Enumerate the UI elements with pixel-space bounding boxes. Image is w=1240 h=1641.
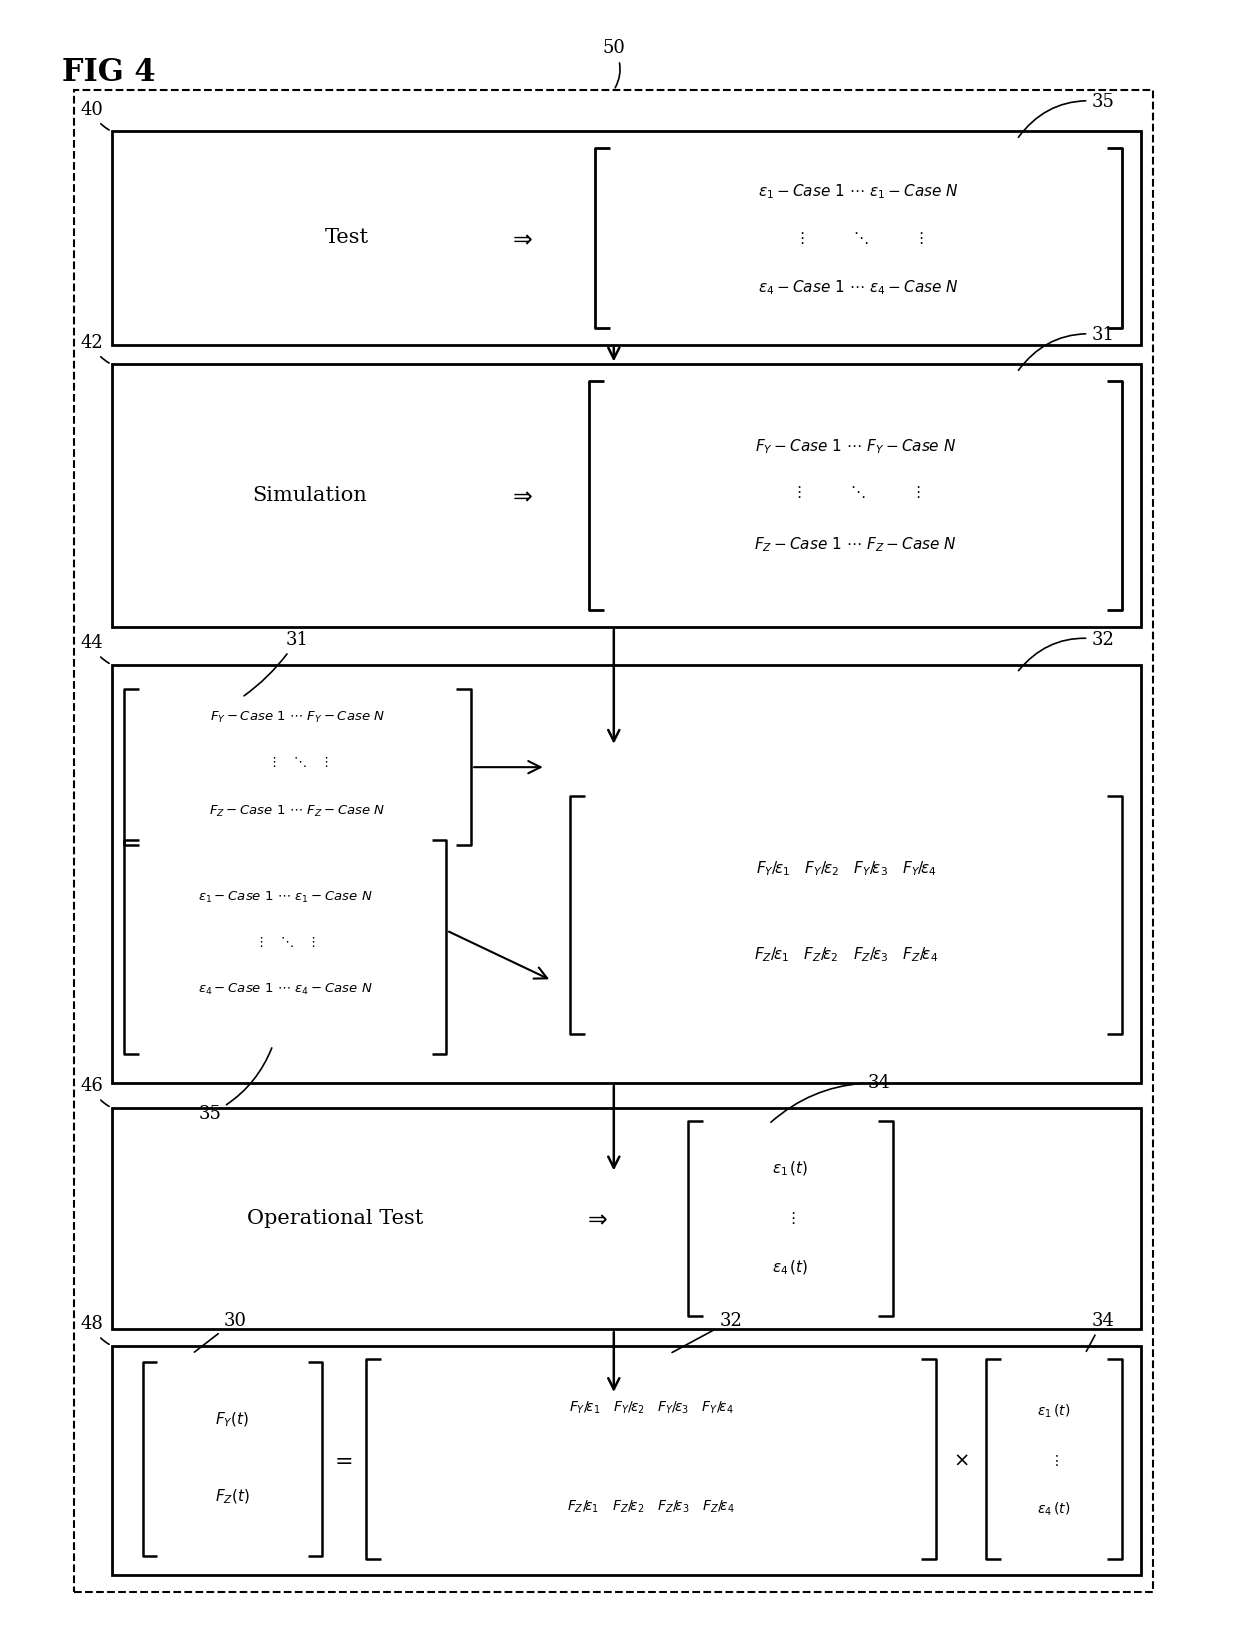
Text: Simulation: Simulation <box>253 486 367 505</box>
Text: $F_Y - Case\ 1\ \cdots\ F_Y - Case\ N$: $F_Y - Case\ 1\ \cdots\ F_Y - Case\ N$ <box>210 711 386 725</box>
Text: 35: 35 <box>1018 92 1114 138</box>
Text: $\varepsilon_1 - Case\ 1\ \cdots\ \varepsilon_1 - Case\ N$: $\varepsilon_1 - Case\ 1\ \cdots\ \varep… <box>759 182 959 202</box>
FancyBboxPatch shape <box>112 665 1141 1083</box>
Text: $\Rightarrow$: $\Rightarrow$ <box>508 226 533 249</box>
Text: 31: 31 <box>244 630 309 696</box>
Text: $\vdots \quad \ddots \quad \vdots$: $\vdots \quad \ddots \quad \vdots$ <box>254 935 316 948</box>
Text: $\Rightarrow$: $\Rightarrow$ <box>508 484 533 507</box>
Text: $\varepsilon_4 - Case\ 1\ \cdots\ \varepsilon_4 - Case\ N$: $\varepsilon_4 - Case\ 1\ \cdots\ \varep… <box>198 981 372 998</box>
Text: Operational Test: Operational Test <box>247 1209 423 1227</box>
FancyBboxPatch shape <box>112 131 1141 345</box>
Text: 34: 34 <box>1086 1311 1114 1352</box>
Text: $\varepsilon_1\,(t)$: $\varepsilon_1\,(t)$ <box>773 1160 808 1178</box>
Text: 44: 44 <box>81 633 109 663</box>
Text: $F_Z/\!\varepsilon_1\quad F_Z/\!\varepsilon_2\quad F_Z/\!\varepsilon_3\quad F_Z/: $F_Z/\!\varepsilon_1\quad F_Z/\!\varepsi… <box>567 1498 735 1515</box>
FancyBboxPatch shape <box>112 1346 1141 1575</box>
Text: $F_Z/\!\varepsilon_1\quad F_Z/\!\varepsilon_2\quad F_Z/\!\varepsilon_3\quad F_Z/: $F_Z/\!\varepsilon_1\quad F_Z/\!\varepsi… <box>754 945 939 963</box>
Text: $\vdots \quad \ddots \quad \vdots$: $\vdots \quad \ddots \quad \vdots$ <box>267 755 329 770</box>
Text: $F_Y/\!\varepsilon_1\quad F_Y/\!\varepsilon_2\quad F_Y/\!\varepsilon_3\quad F_Y/: $F_Y/\!\varepsilon_1\quad F_Y/\!\varepsi… <box>569 1400 733 1416</box>
Text: $\varepsilon_4\,(t)$: $\varepsilon_4\,(t)$ <box>773 1259 808 1277</box>
Text: $F_Y/\!\varepsilon_1\quad F_Y/\!\varepsilon_2\quad F_Y/\!\varepsilon_3\quad F_Y/: $F_Y/\!\varepsilon_1\quad F_Y/\!\varepsi… <box>756 860 936 878</box>
Text: $\varepsilon_1\,(t)$: $\varepsilon_1\,(t)$ <box>1038 1403 1070 1419</box>
Text: Test: Test <box>325 228 370 248</box>
Text: FIG 4: FIG 4 <box>62 57 156 89</box>
Text: $\vdots$: $\vdots$ <box>1049 1452 1059 1469</box>
FancyBboxPatch shape <box>74 90 1153 1592</box>
Text: 46: 46 <box>81 1076 109 1106</box>
Text: 48: 48 <box>81 1314 109 1344</box>
Text: 42: 42 <box>81 333 109 363</box>
FancyBboxPatch shape <box>112 1108 1141 1329</box>
Text: 40: 40 <box>81 100 109 130</box>
Text: $\Rightarrow$: $\Rightarrow$ <box>583 1206 608 1231</box>
Text: $\varepsilon_1 - Case\ 1\ \cdots\ \varepsilon_1 - Case\ N$: $\varepsilon_1 - Case\ 1\ \cdots\ \varep… <box>198 889 372 906</box>
Text: 32: 32 <box>1018 630 1114 671</box>
Text: $F_Y(t)$: $F_Y(t)$ <box>216 1410 249 1429</box>
Text: $\varepsilon_4 - Case\ 1\ \cdots\ \varepsilon_4 - Case\ N$: $\varepsilon_4 - Case\ 1\ \cdots\ \varep… <box>759 277 959 297</box>
Text: $=$: $=$ <box>330 1449 352 1472</box>
Text: 32: 32 <box>672 1311 742 1352</box>
Text: 35: 35 <box>198 1049 272 1122</box>
Text: 34: 34 <box>771 1073 890 1122</box>
Text: $\vdots \qquad\quad \ddots \qquad\quad \vdots$: $\vdots \qquad\quad \ddots \qquad\quad \… <box>791 484 920 501</box>
Text: 31: 31 <box>1018 325 1115 371</box>
Text: $F_Z - Case\ 1\ \cdots\ F_Z - Case\ N$: $F_Z - Case\ 1\ \cdots\ F_Z - Case\ N$ <box>210 804 386 819</box>
Text: $\varepsilon_4\,(t)$: $\varepsilon_4\,(t)$ <box>1038 1502 1070 1518</box>
Text: $F_Z(t)$: $F_Z(t)$ <box>215 1487 250 1506</box>
Text: $F_Y - Case\ 1\ \cdots\ F_Y - Case\ N$: $F_Y - Case\ 1\ \cdots\ F_Y - Case\ N$ <box>755 437 956 456</box>
FancyBboxPatch shape <box>112 364 1141 627</box>
Text: $\vdots \qquad\quad \ddots \qquad\quad \vdots$: $\vdots \qquad\quad \ddots \qquad\quad \… <box>794 230 924 246</box>
Text: 30: 30 <box>195 1311 247 1352</box>
Text: $\times$: $\times$ <box>954 1452 968 1469</box>
Text: 50: 50 <box>603 39 625 89</box>
Text: $F_Z - Case\ 1\ \cdots\ F_Z - Case\ N$: $F_Z - Case\ 1\ \cdots\ F_Z - Case\ N$ <box>754 535 957 555</box>
Text: $\vdots$: $\vdots$ <box>785 1211 796 1226</box>
